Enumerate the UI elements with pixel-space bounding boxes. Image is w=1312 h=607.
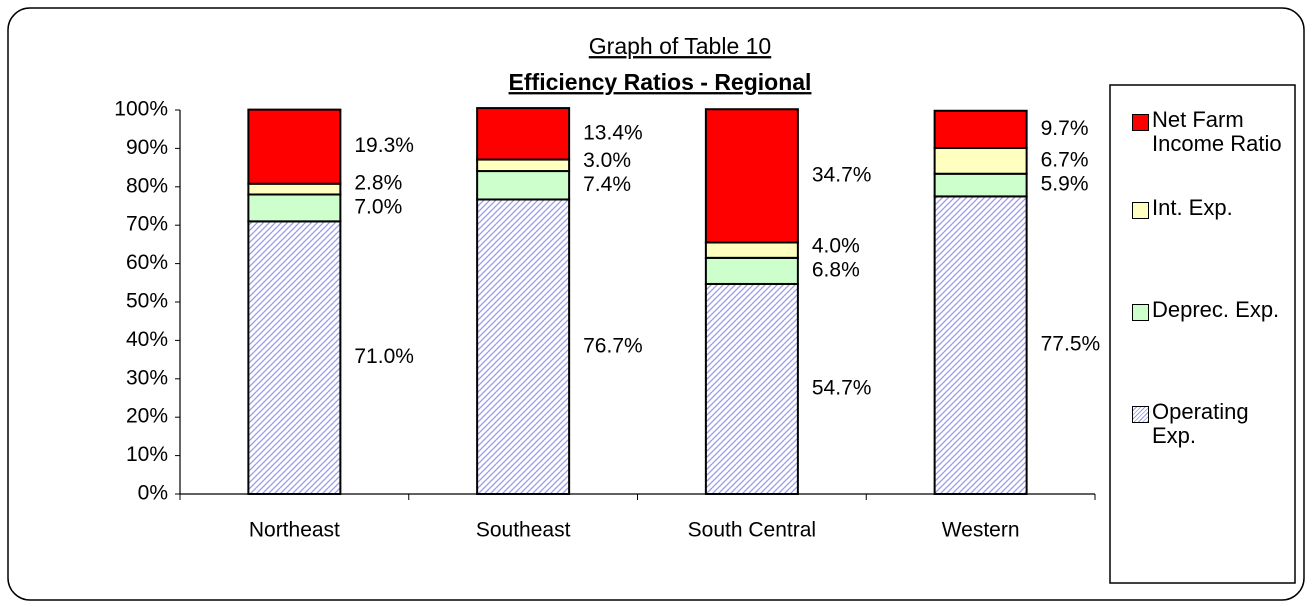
- value-label: 54.7%: [812, 377, 872, 400]
- legend-swatch: [1132, 202, 1149, 219]
- legend-label: Int. Exp.: [1152, 195, 1233, 220]
- value-label: 9.7%: [1041, 117, 1089, 140]
- value-label: 7.4%: [583, 173, 631, 196]
- bar-segment: [247, 108, 342, 185]
- value-label: 2.8%: [354, 171, 402, 194]
- legend-box: [1109, 84, 1296, 584]
- y-tick-label: 40%: [126, 328, 168, 351]
- bar-segment: [933, 147, 1028, 175]
- x-tick-label: South Central: [688, 519, 816, 542]
- value-label: 77.5%: [1041, 333, 1101, 356]
- bar-segment: [247, 220, 342, 496]
- x-tick-label: Northeast: [249, 519, 340, 542]
- bar-segment: [933, 195, 1028, 495]
- value-label: 7.0%: [354, 195, 402, 218]
- bar-segment: [933, 172, 1028, 198]
- value-label: 3.0%: [583, 149, 631, 172]
- value-label: 5.9%: [1041, 173, 1089, 196]
- bar-segment: [704, 282, 799, 495]
- legend-label: Net Farm Income Ratio: [1152, 107, 1282, 156]
- bar-segment: [476, 107, 571, 161]
- bar-segment: [476, 170, 571, 201]
- y-tick-label: 0%: [138, 482, 168, 505]
- y-tick-label: 30%: [126, 366, 168, 389]
- value-label: 4.0%: [812, 234, 860, 257]
- value-label: 13.4%: [583, 121, 643, 144]
- value-label: 34.7%: [812, 163, 872, 186]
- bar-segment: [476, 158, 571, 173]
- value-label: 6.7%: [1041, 148, 1089, 171]
- bar-segment: [247, 182, 342, 196]
- bar-segment: [704, 108, 799, 244]
- bar-segment: [247, 193, 342, 223]
- legend-swatch: [1132, 114, 1149, 131]
- legend-label: Operating Exp.: [1152, 399, 1249, 448]
- y-tick-label: 10%: [126, 443, 168, 466]
- outer-frame: [7, 7, 1305, 601]
- y-tick-label: 70%: [126, 213, 168, 236]
- legend-label: Deprec. Exp.: [1152, 297, 1280, 322]
- y-tick-label: 90%: [126, 136, 168, 159]
- bar-segment: [933, 109, 1028, 150]
- y-tick-label: 100%: [114, 98, 168, 121]
- bar-segment: [704, 241, 799, 259]
- bar-segment: [704, 256, 799, 285]
- value-label: 19.3%: [354, 134, 414, 157]
- bar-segment: [476, 198, 571, 496]
- value-label: 6.8%: [812, 258, 860, 281]
- y-tick-label: 80%: [126, 174, 168, 197]
- legend-swatch: [1132, 406, 1149, 423]
- value-label: 71.0%: [354, 345, 414, 368]
- value-label: 76.7%: [583, 334, 643, 357]
- x-tick-label: Southeast: [476, 519, 571, 542]
- y-tick-label: 60%: [126, 251, 168, 274]
- chart-subtitle: Efficiency Ratios - Regional: [509, 69, 812, 95]
- y-tick-label: 50%: [126, 290, 168, 313]
- legend-swatch: [1132, 304, 1149, 321]
- chart-title: Graph of Table 10: [589, 33, 771, 59]
- y-tick-label: 20%: [126, 405, 168, 428]
- x-tick-label: Western: [942, 519, 1020, 542]
